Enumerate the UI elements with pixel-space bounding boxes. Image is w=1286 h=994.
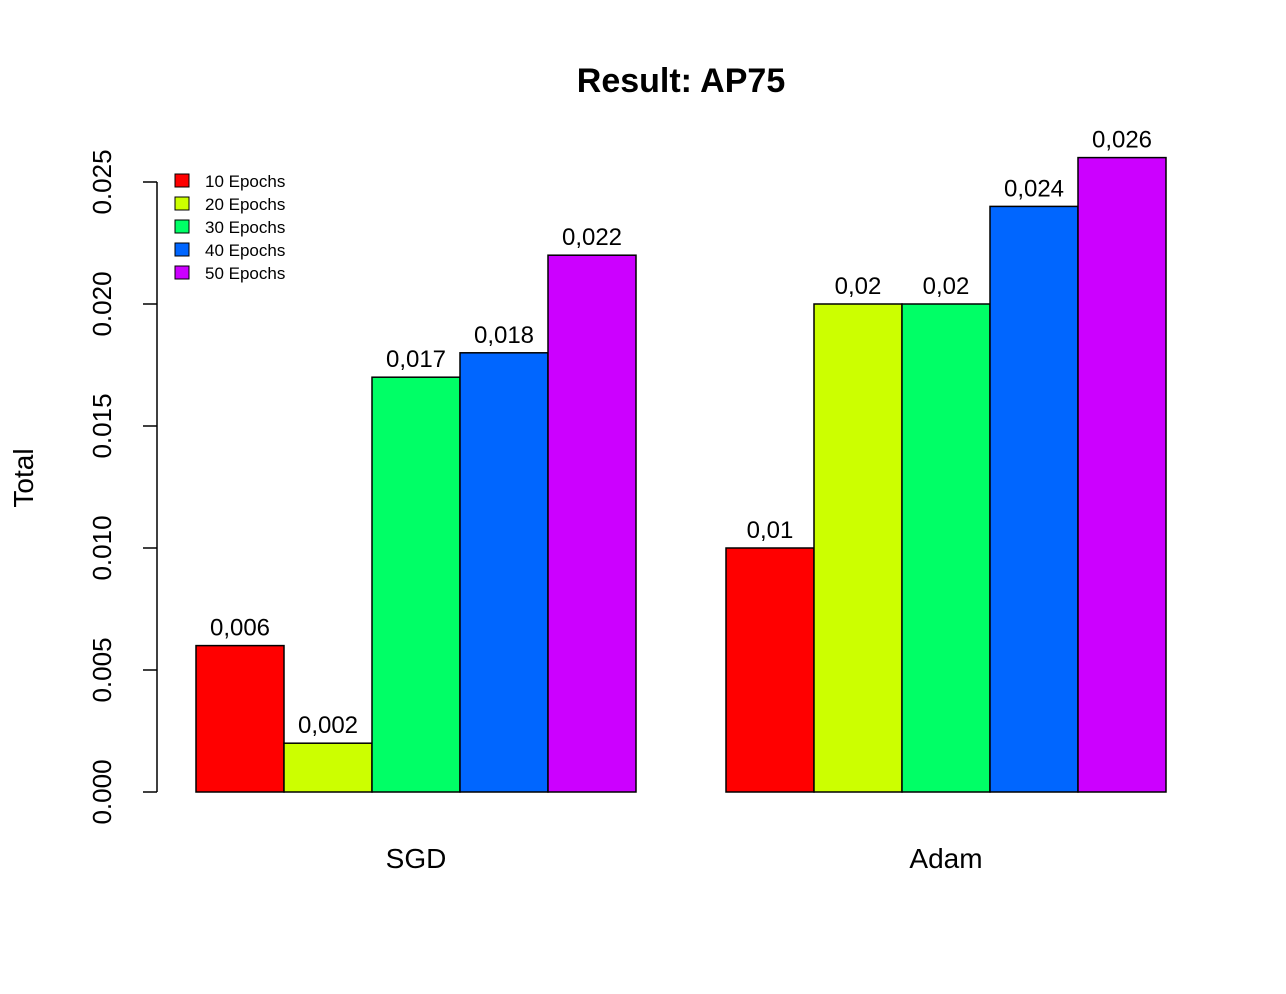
legend-swatch <box>175 197 189 210</box>
bar <box>1078 158 1166 792</box>
legend-swatch <box>175 266 189 279</box>
data-label: 0,02 <box>923 273 970 300</box>
x-category-label: SGD <box>386 843 447 874</box>
bar <box>990 206 1078 792</box>
bar <box>814 304 902 792</box>
bar <box>726 548 814 792</box>
legend-label: 30 Epochs <box>205 218 285 237</box>
x-category-label: Adam <box>909 843 982 874</box>
bar <box>196 646 284 792</box>
data-label: 0,002 <box>298 712 358 739</box>
bar <box>284 743 372 792</box>
data-label: 0,02 <box>835 273 882 300</box>
legend-label: 20 Epochs <box>205 195 285 214</box>
y-tick-label: 0.025 <box>87 149 117 214</box>
legend-swatch <box>175 220 189 233</box>
bar <box>902 304 990 792</box>
data-label: 0,024 <box>1004 175 1064 202</box>
bar <box>460 353 548 792</box>
y-tick-label: 0.010 <box>87 515 117 580</box>
y-tick-label: 0.020 <box>87 271 117 336</box>
bar <box>548 255 636 792</box>
data-label: 0,018 <box>474 322 534 349</box>
y-axis: 0.000 0.005 0.010 0.015 0.020 0.025 <box>87 149 157 824</box>
y-tick-label: 0.015 <box>87 393 117 458</box>
legend-swatch <box>175 174 189 187</box>
legend-swatch <box>175 243 189 256</box>
y-tick-label: 0.005 <box>87 637 117 702</box>
data-label: 0,022 <box>562 224 622 251</box>
chart-title: Result: AP75 <box>577 62 785 100</box>
bar <box>372 377 460 792</box>
legend-label: 50 Epochs <box>205 264 285 283</box>
category-labels: SGD Adam <box>386 843 983 874</box>
bars: 0,006 0,002 0,017 0,018 0,022 0,01 0,02 0,02 0,0… <box>196 127 1166 792</box>
data-label: 0,017 <box>386 346 446 373</box>
y-axis-label: Total <box>8 448 39 507</box>
legend-label: 40 Epochs <box>205 241 285 260</box>
data-label: 0,026 <box>1092 127 1152 154</box>
legend-label: 10 Epochs <box>205 172 285 191</box>
legend: 10 Epochs 20 Epochs 30 Epochs 40 Epochs 50 E… <box>175 172 285 283</box>
y-tick-label: 0.000 <box>87 759 117 824</box>
data-label: 0,01 <box>747 517 794 544</box>
data-label: 0,006 <box>210 615 270 642</box>
